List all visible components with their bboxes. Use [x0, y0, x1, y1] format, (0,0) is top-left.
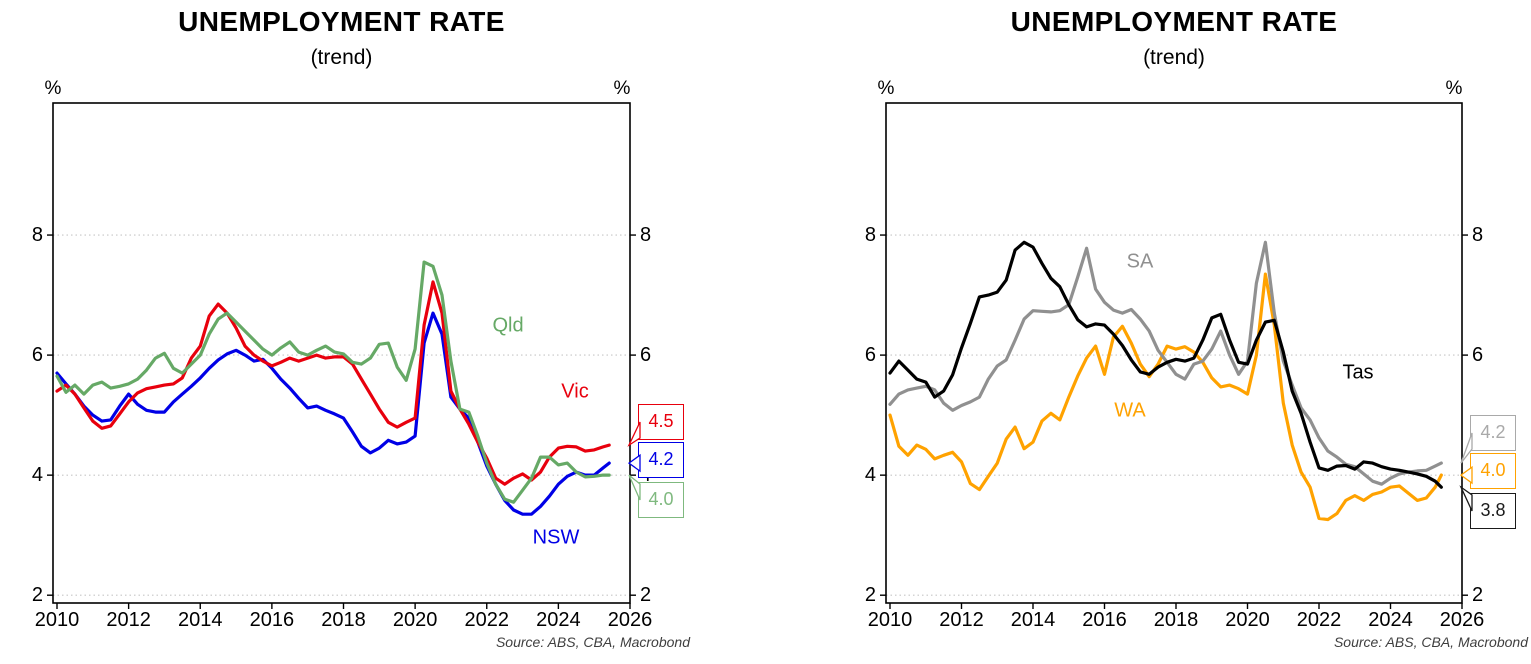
end-value-callout: 4.0: [1470, 453, 1516, 489]
series-line-nsw: [55, 311, 611, 516]
source-note: Source: ABS, CBA, Macrobond: [1333, 634, 1528, 650]
y-axis-unit-right: %: [1445, 78, 1463, 99]
x-tick-label: 2010: [34, 609, 80, 631]
x-tick-label: 2022: [1296, 609, 1342, 631]
chart-subtitle: (trend): [1143, 46, 1205, 69]
end-value-callout: 4.2: [638, 442, 684, 478]
series-label-vic: Vic: [561, 380, 589, 403]
series-label-qld: Qld: [492, 314, 524, 337]
y-tick-label: 6: [31, 344, 43, 367]
series-line-tas: [888, 240, 1443, 489]
series-label-wa: WA: [1114, 399, 1146, 422]
x-tick-label: 2014: [1010, 609, 1056, 631]
series-label-nsw: NSW: [532, 526, 580, 549]
chart-subtitle: (trend): [310, 46, 373, 69]
plot-frame: [52, 102, 631, 604]
source-note: Source: ABS, CBA, Macrobond: [495, 634, 690, 650]
x-tick-label: 2024: [536, 609, 581, 631]
end-value-callout: 3.8: [1470, 493, 1516, 529]
x-tick-label: 2026: [1439, 609, 1485, 631]
y-axis-unit-left: %: [44, 78, 62, 99]
page-title: UNEMPLOYMENT RATE: [178, 6, 505, 37]
x-tick-label: 2010: [867, 609, 913, 631]
y-tick-label: 6: [640, 344, 652, 367]
series-line-vic: [55, 280, 611, 486]
end-value-callout: 4.0: [638, 482, 684, 518]
end-value-callout: 4.5: [638, 404, 684, 440]
x-tick-label: 2020: [1225, 609, 1270, 631]
x-tick-label: 2016: [1082, 609, 1127, 631]
page-title: UNEMPLOYMENT RATE: [1010, 6, 1338, 37]
series-label-sa: SA: [1126, 250, 1154, 273]
x-tick-label: 2020: [392, 609, 438, 631]
y-tick-label: 8: [31, 224, 43, 247]
y-tick-label: 2: [1472, 584, 1484, 607]
y-axis-unit-left: %: [877, 78, 895, 99]
x-tick-label: 2012: [106, 609, 151, 631]
plot-frame: [885, 102, 1463, 604]
y-tick-label: 2: [864, 584, 876, 607]
series-label-tas: Tas: [1342, 361, 1374, 384]
series-line-qld: [55, 260, 611, 504]
y-tick-label: 2: [640, 584, 652, 607]
y-tick-label: 8: [640, 224, 652, 247]
x-tick-label: 2022: [464, 609, 510, 631]
y-tick-label: 6: [864, 344, 876, 367]
x-tick-label: 2012: [939, 609, 984, 631]
x-tick-label: 2018: [1153, 609, 1199, 631]
x-tick-label: 2018: [321, 609, 366, 631]
x-tick-label: 2024: [1368, 609, 1413, 631]
y-tick-label: 4: [864, 464, 876, 487]
y-tick-label: 6: [1472, 344, 1484, 367]
y-tick-label: 8: [864, 224, 876, 247]
end-value-callout: 4.2: [1470, 415, 1516, 451]
x-tick-label: 2016: [249, 609, 295, 631]
y-tick-label: 2: [31, 584, 43, 607]
y-tick-label: 8: [1472, 224, 1484, 247]
y-tick-label: 4: [31, 464, 43, 487]
x-tick-label: 2026: [607, 609, 653, 631]
y-axis-unit-right: %: [613, 78, 631, 99]
x-tick-label: 2014: [178, 609, 223, 631]
series-line-wa: [888, 272, 1443, 522]
